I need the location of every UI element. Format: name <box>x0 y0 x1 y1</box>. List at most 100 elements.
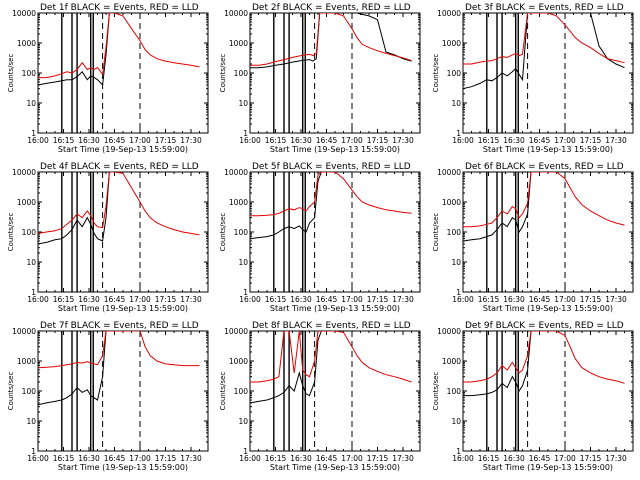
x-tick-label: 17:30 <box>605 454 627 463</box>
x-axis-label: Start Time (19-Sep-13 15:59:00) <box>58 304 188 313</box>
x-tick-label: 16:30 <box>78 295 100 304</box>
x-tick-label: 17:15 <box>155 136 177 145</box>
y-tick-label: 10 <box>26 417 36 426</box>
y-tick-label: 10 <box>451 99 461 108</box>
series-events-line <box>38 331 200 406</box>
x-tick-label: 16:00 <box>239 295 261 304</box>
x-tick-label: 16:45 <box>529 136 551 145</box>
x-axis-label: Start Time (19-Sep-13 15:59:00) <box>58 463 188 472</box>
panel-frame <box>462 330 634 452</box>
x-tick-label: 17:15 <box>367 454 389 463</box>
x-tick-label: 16:45 <box>316 295 338 304</box>
panel-frame <box>249 330 421 452</box>
x-tick-label: 16:30 <box>290 454 312 463</box>
x-tick-label: 17:15 <box>155 454 177 463</box>
y-tick-label: 1 <box>243 129 248 138</box>
x-tick-label: 16:45 <box>529 295 551 304</box>
y-tick-label: 1 <box>31 129 36 138</box>
y-tick-label: 1000 <box>229 357 248 366</box>
y-tick-label: 100 <box>22 387 37 396</box>
x-tick-label: 16:30 <box>290 295 312 304</box>
y-tick-label: 10000 <box>437 327 461 336</box>
x-tick-label: 17:15 <box>367 136 389 145</box>
x-tick-label: 17:15 <box>580 454 602 463</box>
panel-title: Det 8f BLACK = Events, RED = LLD <box>252 321 411 331</box>
y-tick-label: 1000 <box>17 198 36 207</box>
y-tick-label: 100 <box>234 387 249 396</box>
x-tick-label: 16:00 <box>452 295 474 304</box>
panel-title: Det 6f BLACK = Events, RED = LLD <box>465 162 624 172</box>
y-tick-label: 1 <box>243 288 248 297</box>
x-tick-label: 16:45 <box>104 454 126 463</box>
x-tick-label: 16:30 <box>503 136 525 145</box>
y-axis-label: Counts/sec <box>7 213 15 252</box>
panel-det-5: Det 5f BLACK = Events, RED = LLD 16:00 16:… <box>219 162 421 313</box>
y-tick-label: 100 <box>234 228 249 237</box>
series-lld-line <box>38 331 200 369</box>
y-tick-label: 10000 <box>12 9 36 18</box>
x-tick-label: 17:00 <box>129 454 151 463</box>
x-tick-label: 17:15 <box>580 295 602 304</box>
y-tick-label: 1000 <box>229 39 248 48</box>
y-tick-label: 100 <box>447 228 462 237</box>
series-events-line <box>250 172 412 240</box>
y-tick-label: 1000 <box>17 39 36 48</box>
series-events-line <box>250 331 412 404</box>
y-tick-label: 100 <box>447 69 462 78</box>
panel-det-3: Det 3f BLACK = Events, RED = LLD 16:00 16:… <box>432 3 634 154</box>
series-lld-line <box>250 331 412 383</box>
y-tick-label: 100 <box>447 387 462 396</box>
y-tick-label: 100 <box>22 69 37 78</box>
panel-plot-area <box>463 331 625 451</box>
y-tick-label: 1000 <box>17 357 36 366</box>
series-lld-line <box>38 13 200 79</box>
panel-det-8: Det 8f BLACK = Events, RED = LLD 16:00 16:… <box>219 321 421 472</box>
x-tick-label: 16:00 <box>452 136 474 145</box>
y-tick-label: 100 <box>22 228 37 237</box>
x-tick-label: 17:00 <box>129 136 151 145</box>
y-tick-label: 10 <box>238 258 248 267</box>
y-tick-label: 10 <box>451 417 461 426</box>
x-axis-label: Start Time (19-Sep-13 15:59:00) <box>483 304 613 313</box>
x-tick-label: 17:30 <box>180 136 202 145</box>
panel-plot-area <box>250 172 412 292</box>
y-tick-label: 10 <box>238 417 248 426</box>
panel-title: Det 7f BLACK = Events, RED = LLD <box>40 321 199 331</box>
x-tick-label: 16:45 <box>316 454 338 463</box>
x-tick-label: 17:30 <box>180 454 202 463</box>
y-axis-label: Counts/sec <box>7 54 15 93</box>
series-lld-line <box>250 172 412 217</box>
x-tick-label: 16:45 <box>316 136 338 145</box>
series-events-line <box>38 172 200 245</box>
series-events-line <box>463 331 625 397</box>
x-axis-label: Start Time (19-Sep-13 15:59:00) <box>270 145 400 154</box>
x-tick-label: 16:15 <box>53 454 75 463</box>
x-axis-label: Start Time (19-Sep-13 15:59:00) <box>270 463 400 472</box>
x-tick-label: 16:15 <box>478 136 500 145</box>
x-tick-label: 17:00 <box>554 454 576 463</box>
x-tick-label: 16:00 <box>452 454 474 463</box>
panel-det-6: Det 6f BLACK = Events, RED = LLD 16:00 16:… <box>432 162 634 313</box>
y-tick-label: 10 <box>26 99 36 108</box>
y-tick-label: 10000 <box>437 9 461 18</box>
series-events-line <box>463 13 625 90</box>
x-tick-label: 17:15 <box>367 295 389 304</box>
x-tick-label: 16:30 <box>78 136 100 145</box>
x-tick-label: 16:30 <box>503 295 525 304</box>
panel-det-9: Det 9f BLACK = Events, RED = LLD 16:00 16:… <box>432 321 634 472</box>
x-tick-label: 16:30 <box>78 454 100 463</box>
x-tick-label: 16:00 <box>239 136 261 145</box>
panel-plot-area <box>38 13 200 133</box>
x-tick-label: 16:15 <box>265 454 287 463</box>
y-tick-label: 1 <box>31 447 36 456</box>
y-axis-label: Counts/sec <box>219 213 227 252</box>
x-tick-label: 17:30 <box>605 136 627 145</box>
y-tick-label: 10000 <box>12 327 36 336</box>
series-events-line <box>38 13 200 87</box>
x-tick-label: 16:00 <box>27 136 49 145</box>
x-tick-label: 16:45 <box>529 454 551 463</box>
y-tick-label: 1000 <box>442 198 461 207</box>
y-axis-label: Counts/sec <box>7 372 15 411</box>
x-tick-label: 16:45 <box>104 295 126 304</box>
